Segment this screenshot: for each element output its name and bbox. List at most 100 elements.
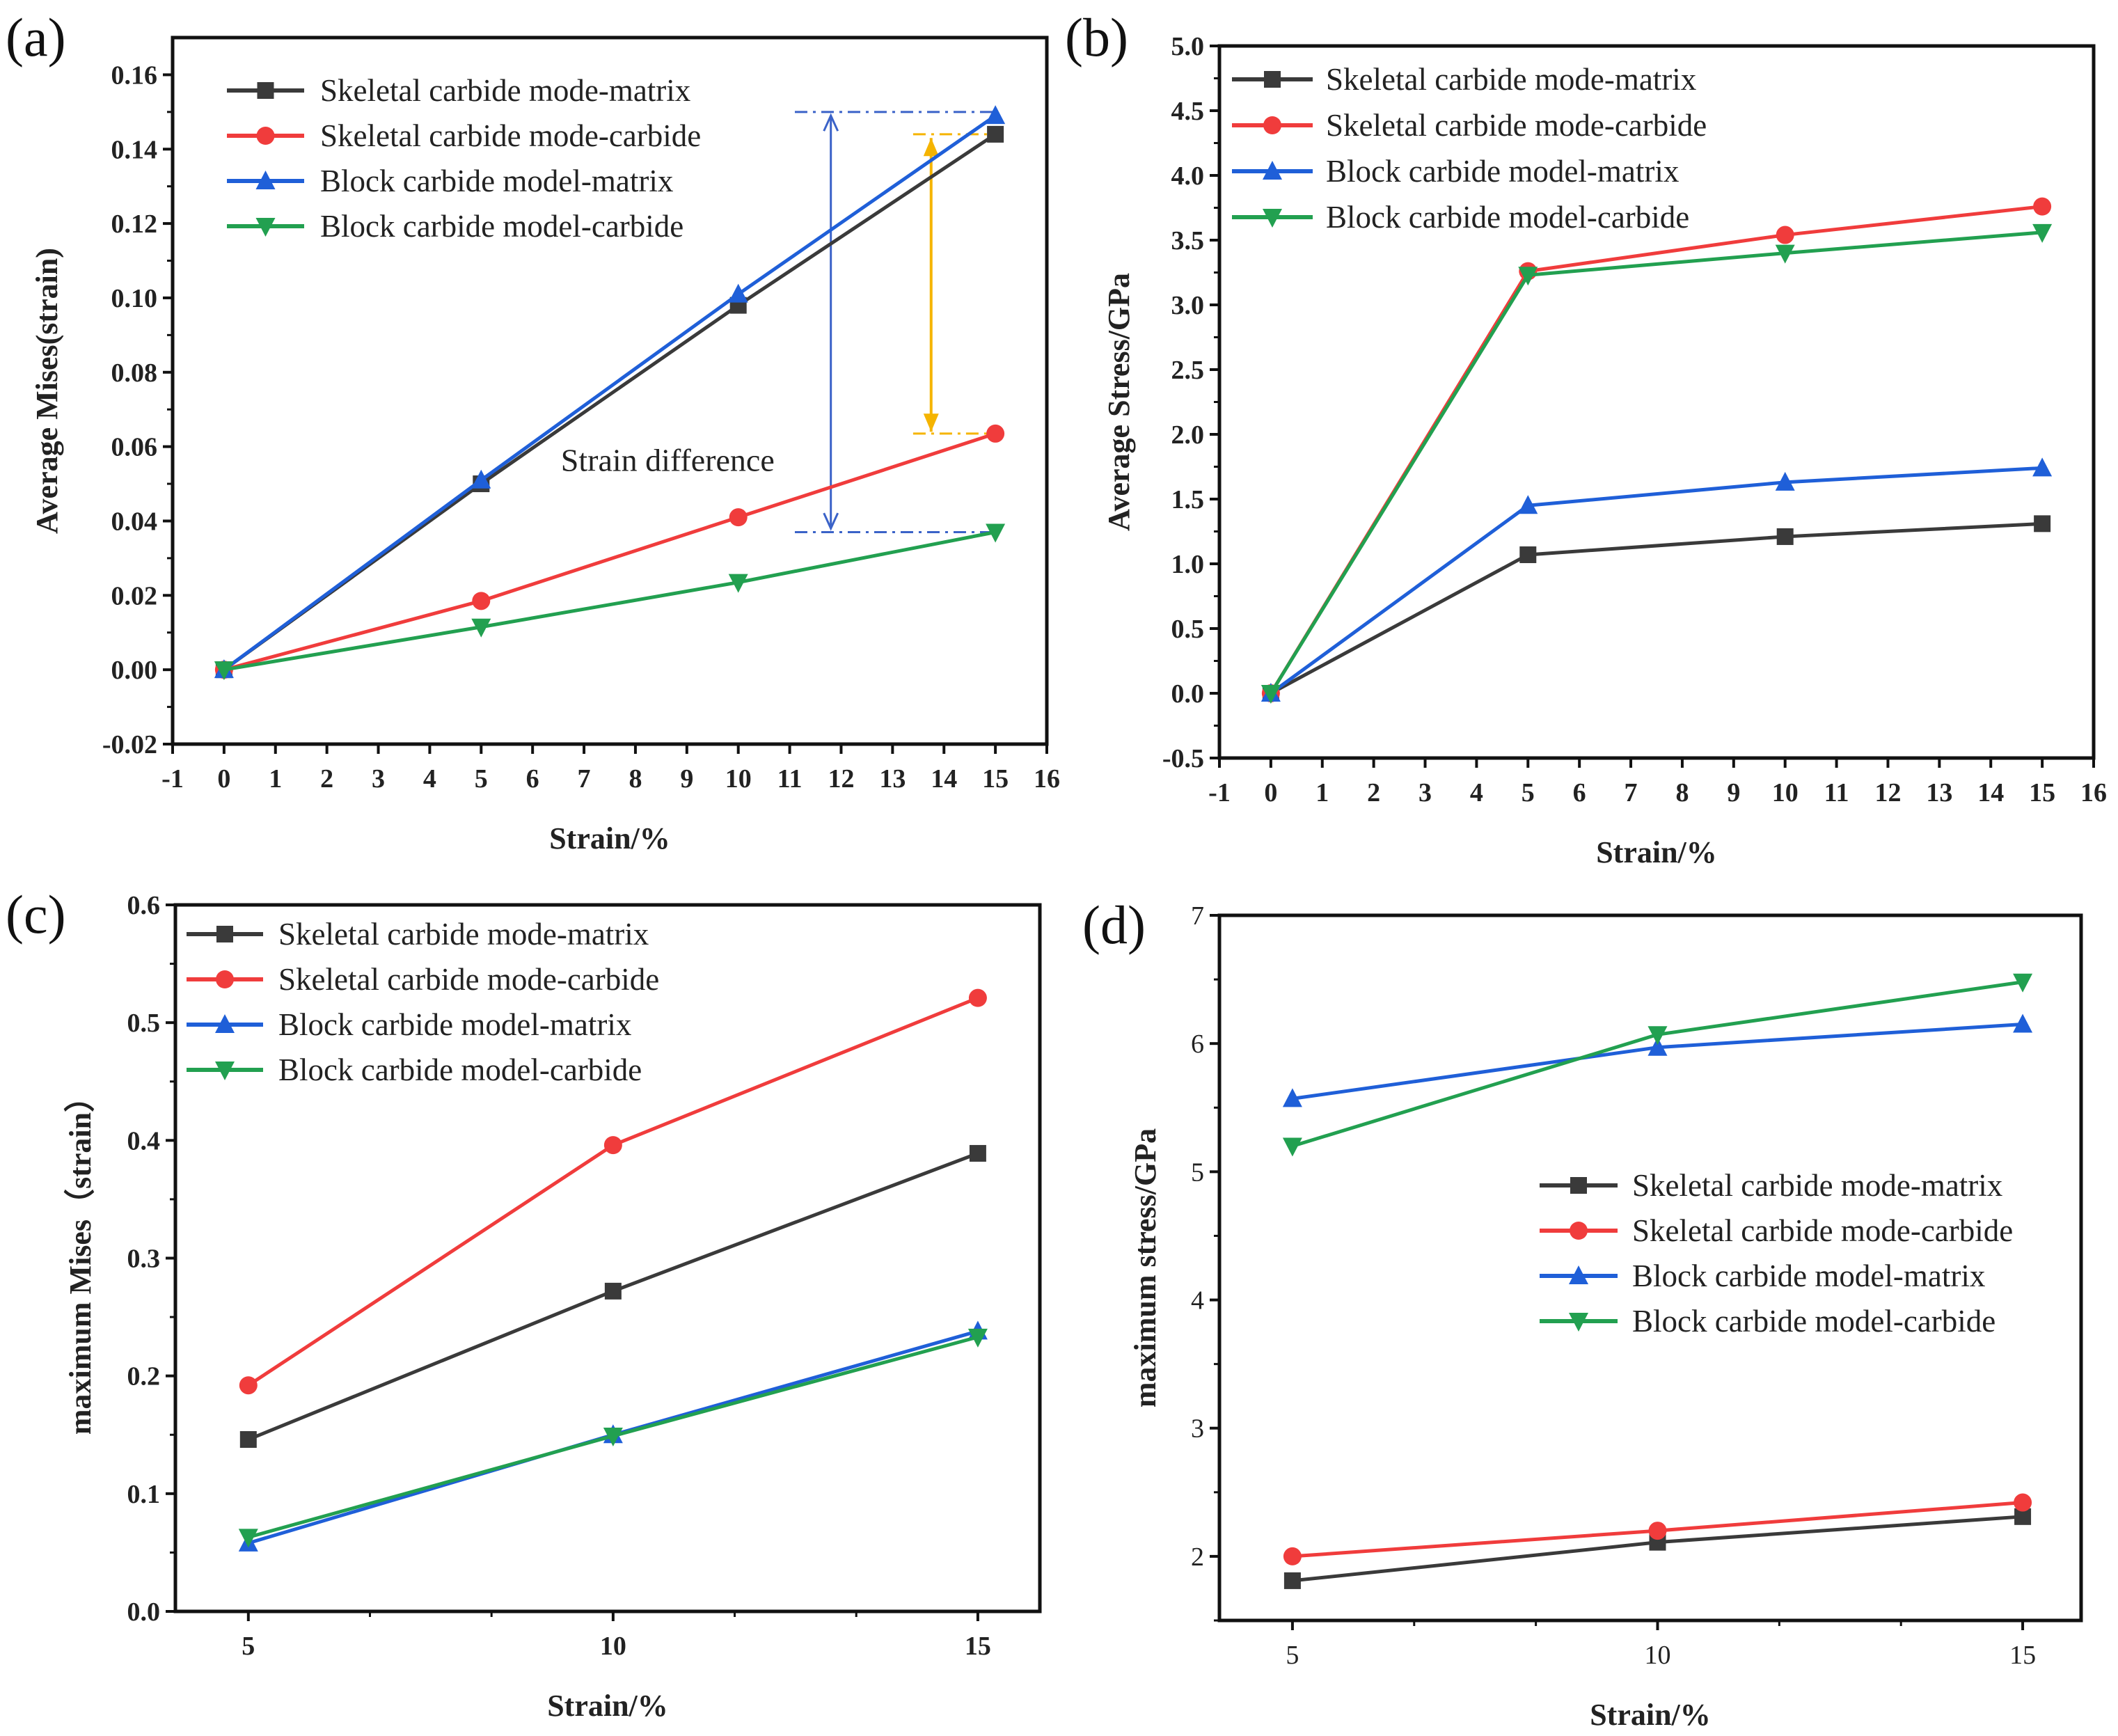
triangle-up-marker-icon — [1569, 1265, 1588, 1284]
triangle-down-marker-icon — [255, 218, 276, 237]
x-tick-label: 5 — [1522, 778, 1535, 807]
x-tick-label: 6 — [526, 764, 539, 794]
x-tick-label: 16 — [1034, 764, 1060, 794]
data-point — [239, 1431, 257, 1449]
y-tick-label: 6 — [1191, 1029, 1204, 1059]
data-point — [1776, 226, 1794, 244]
square-marker-icon — [1570, 1177, 1587, 1194]
series-2 — [1260, 457, 2053, 702]
legend-item: Skeletal carbide mode-matrix — [1540, 1168, 2002, 1203]
y-tick-label: 0.06 — [111, 433, 158, 462]
plot-frame — [171, 35, 1049, 746]
data-point — [603, 1427, 623, 1446]
circle-marker-icon — [1570, 1222, 1588, 1240]
x-tick-label: 14 — [931, 764, 957, 794]
x-tick-label: 1 — [269, 764, 282, 794]
data-point — [1648, 1522, 1667, 1540]
strain-difference-annotation: Strain difference — [561, 111, 996, 533]
x-tick-label: 12 — [1874, 778, 1901, 807]
x-tick-label: 5 — [475, 764, 488, 794]
y-tick-label: 0.5 — [127, 1009, 161, 1038]
legend-label: Block carbide model-carbide — [1632, 1304, 1995, 1339]
legend-item: Block carbide model-carbide — [187, 1052, 642, 1087]
y-tick-label: 0.00 — [111, 656, 158, 685]
data-point — [471, 469, 491, 489]
data-point — [1519, 546, 1537, 563]
legend: Skeletal carbide mode-matrix Skeletal car… — [1540, 1168, 2013, 1339]
legend-label: Block carbide model-matrix — [278, 1007, 631, 1042]
x-tick-label: 2 — [1367, 778, 1380, 807]
x-tick-label: 10 — [725, 764, 752, 794]
legend-item: Skeletal carbide mode-matrix — [1232, 62, 1696, 97]
arrow-head-icon — [923, 138, 939, 157]
legend-label: Skeletal carbide mode-matrix — [1326, 62, 1696, 97]
triangle-up-marker-icon — [1263, 161, 1282, 180]
series-3 — [1260, 223, 2053, 704]
series-3 — [238, 1328, 988, 1548]
legend-item: Skeletal carbide mode-carbide — [227, 118, 701, 153]
data-point — [1775, 471, 1795, 491]
panel-label: (c) — [6, 884, 66, 945]
y-axis-label: maximum stress/GPa — [1128, 1128, 1162, 1407]
y-tick-label: 4.5 — [1171, 97, 1205, 126]
y-axis-label: maximum Mises（strain） — [63, 1082, 97, 1435]
x-tick-label: -1 — [161, 764, 184, 794]
data-point — [2013, 973, 2033, 993]
legend-item: Block carbide model-carbide — [1540, 1304, 1995, 1339]
y-tick-label: 3 — [1191, 1414, 1204, 1444]
y-tick-label: -0.02 — [102, 730, 157, 759]
y-tick-label: 2.0 — [1171, 420, 1205, 450]
y-tick-label: 0.2 — [127, 1362, 161, 1391]
data-point — [986, 523, 1006, 543]
x-tick-label: 0 — [217, 764, 230, 794]
legend-item: Skeletal carbide mode-carbide — [1232, 108, 1707, 143]
y-tick-label: 0.3 — [127, 1245, 161, 1274]
series-1 — [1261, 197, 2052, 702]
data-point — [729, 508, 748, 527]
legend-item: Block carbide model-matrix — [1540, 1258, 1985, 1293]
data-point — [238, 1529, 258, 1548]
x-tick-label: 10 — [600, 1632, 626, 1661]
y-tick-label: 0.1 — [127, 1480, 161, 1509]
data-point — [604, 1282, 622, 1300]
x-axis-label: Strain/% — [549, 821, 670, 855]
y-tick-label: 5 — [1191, 1158, 1204, 1187]
y-tick-label: 0.12 — [111, 210, 158, 239]
data-point — [1518, 267, 1538, 286]
x-tick-label: 4 — [423, 764, 436, 794]
x-tick-label: 5 — [1286, 1641, 1299, 1670]
legend-label: Block carbide model-carbide — [1326, 200, 1689, 235]
circle-marker-icon — [1263, 116, 1281, 134]
x-tick-label: 4 — [1470, 778, 1483, 807]
data-point — [1282, 1088, 1302, 1107]
series-line — [223, 530, 996, 672]
data-point — [471, 618, 491, 638]
legend-item: Block carbide model-matrix — [227, 164, 673, 198]
data-point — [969, 1144, 986, 1162]
legend-label: Skeletal carbide mode-matrix — [320, 73, 690, 108]
y-tick-label: 3.0 — [1171, 291, 1205, 320]
arrow-head-icon — [823, 512, 839, 531]
data-point — [967, 1328, 988, 1348]
x-tick-label: 16 — [2080, 778, 2107, 807]
data-point — [1260, 685, 1281, 704]
x-tick-label: 11 — [777, 764, 803, 794]
data-point — [214, 661, 234, 681]
x-tick-label: 0 — [1264, 778, 1277, 807]
data-point — [2034, 515, 2051, 532]
legend: Skeletal carbide mode-matrix Skeletal car… — [227, 73, 701, 244]
legend: Skeletal carbide mode-matrix Skeletal car… — [1232, 62, 1707, 235]
legend: Skeletal carbide mode-matrix Skeletal car… — [187, 917, 659, 1087]
data-point — [968, 988, 987, 1007]
series-3 — [214, 523, 1006, 681]
square-marker-icon — [1264, 71, 1281, 88]
y-tick-label: 7 — [1191, 901, 1204, 931]
chart-panel-a: (a)-1 0 1 2 3 4 5 6 7 8 9 10 11 12 13 14 15 16-0.020.000.… — [6, 7, 1060, 855]
y-tick-label: 0.04 — [111, 507, 158, 536]
series-2 — [1282, 1013, 2033, 1107]
y-axis-label: Average Mises(strain) — [30, 248, 64, 534]
arrow-head-icon — [923, 413, 939, 432]
annotation-text: Strain difference — [561, 442, 775, 478]
circle-marker-icon — [256, 127, 275, 145]
